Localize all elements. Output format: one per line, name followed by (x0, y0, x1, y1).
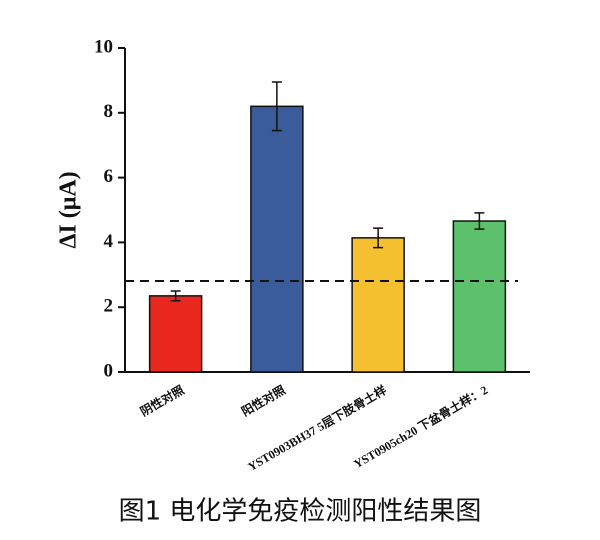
error-bar (474, 212, 485, 230)
bar (250, 105, 304, 373)
y-tick-label: 6 (104, 166, 114, 187)
error-bar (170, 290, 181, 302)
caption: 图1 电化学免疫检测阳性结果图 (119, 497, 482, 527)
error-bar (373, 227, 384, 249)
y-axis-label: ΔI (μA) (56, 171, 82, 248)
bar (351, 237, 405, 373)
y-tick-label: 0 (104, 360, 114, 381)
y-tick-label: 4 (104, 231, 114, 252)
x-tick-label: 阳性对照 (239, 382, 288, 419)
error-bar (271, 81, 282, 132)
y-tick-label: 8 (104, 101, 114, 122)
bar (452, 220, 507, 373)
x-tick-label: 阴性对照 (137, 382, 186, 419)
y-tick-label: 10 (94, 36, 113, 57)
bar (148, 295, 203, 373)
y-tick-label: 2 (104, 296, 114, 317)
